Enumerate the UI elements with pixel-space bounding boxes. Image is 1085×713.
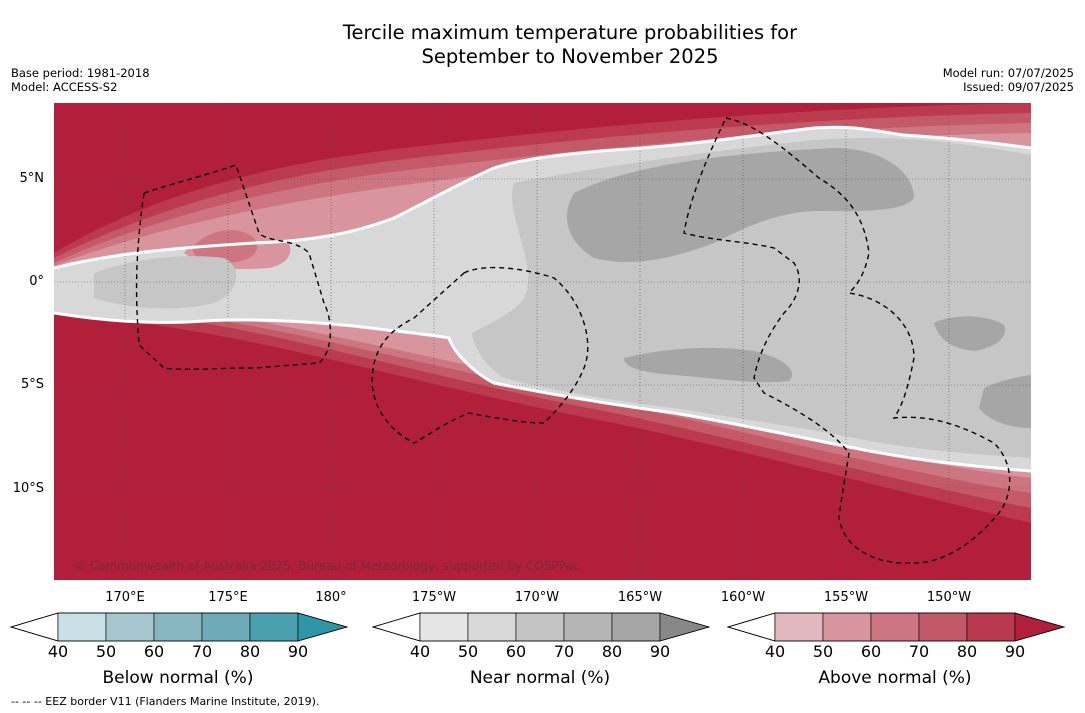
cb-near-tick-40: 40: [409, 642, 431, 661]
cb-near-tick-50: 50: [457, 642, 479, 661]
colorbar-below-max-arrow: [297, 612, 349, 642]
colorbar-below-swatch-2: [105, 612, 155, 642]
title-line-1: Tercile maximum temperature probabilitie…: [342, 21, 798, 44]
cb-above-tick-40: 40: [764, 642, 786, 661]
tercile-boundary-south: [54, 311, 1031, 473]
lon-label-150w: 150°W: [926, 590, 972, 605]
colorbar-above-swatch-2: [822, 612, 872, 642]
near-80-south: [624, 347, 793, 383]
colorbar-above-max-arrow: [1014, 612, 1066, 642]
cb-near-tick-60: 60: [505, 642, 527, 661]
colorbar-near-normal: [372, 612, 711, 642]
colorbar-near-swatch-3: [515, 612, 565, 642]
lon-label-155w: 155°W: [823, 590, 869, 605]
cb-below-tick-60: 60: [143, 642, 165, 661]
colorbar-below-normal: [10, 612, 349, 642]
cb-below-tick-40: 40: [47, 642, 69, 661]
colorbar-below-swatch-5: [249, 612, 299, 642]
cb-below-title: Below normal (%): [102, 668, 254, 688]
eez-tuvalu: [135, 164, 332, 371]
gridlines: [54, 103, 1031, 580]
lat-label-0: 0°: [29, 274, 44, 289]
colorbar-above-normal: [727, 612, 1066, 642]
colorbar-near-max-arrow: [659, 612, 711, 642]
colorbar-near-swatch-1: [419, 612, 469, 642]
lat-label-5s: 5°S: [20, 377, 44, 392]
near-80-core: [566, 148, 914, 263]
cb-near-tick-70: 70: [553, 642, 575, 661]
cb-above-tick-90: 90: [1004, 642, 1026, 661]
colorbar-near-swatch-4: [563, 612, 613, 642]
cb-above-tick-60: 60: [860, 642, 882, 661]
cb-above-tick-70: 70: [908, 642, 930, 661]
colorbar-above-swatch-1: [774, 612, 824, 642]
eez-kiribati: [683, 117, 1011, 564]
title-line-2: September to November 2025: [421, 45, 719, 68]
lon-label-160w: 160°W: [720, 590, 766, 605]
eez-borders: [135, 117, 1011, 564]
colorbar-below-swatch-1: [57, 612, 107, 642]
cb-near-tick-90: 90: [649, 642, 671, 661]
cb-below-tick-80: 80: [239, 642, 261, 661]
lat-label-10s: 10°S: [12, 481, 44, 496]
lon-label-170e: 170°E: [105, 590, 145, 605]
lon-label-170w: 170°W: [514, 590, 560, 605]
lon-label-175w: 175°W: [411, 590, 457, 605]
chart-title: Tercile maximum temperature probabilitie…: [270, 21, 870, 69]
cb-below-tick-50: 50: [95, 642, 117, 661]
lon-label-180: 180°: [315, 590, 347, 605]
copyright-notice: © Commonwealth of Australia 2025, Bureau…: [74, 559, 580, 573]
eez-tokelau: [371, 266, 589, 444]
cb-near-tick-80: 80: [601, 642, 623, 661]
cb-below-tick-70: 70: [191, 642, 213, 661]
colorbar-near-swatch-5: [611, 612, 661, 642]
near-80-se: [979, 375, 1031, 428]
lat-label-5n: 5°N: [19, 171, 45, 186]
colorbar-above-swatch-3: [870, 612, 920, 642]
lon-label-165w: 165°W: [617, 590, 663, 605]
colorbar-above-min-arrow: [727, 612, 776, 642]
cb-above-tick-80: 80: [956, 642, 978, 661]
probability-map: [54, 103, 1031, 580]
above-60-bulge: [192, 230, 258, 263]
cb-below-tick-90: 90: [287, 642, 309, 661]
base-period: Base period: 1981-2018: [11, 66, 150, 80]
eez-footnote: -- -- -- EEZ border V11 (Flanders Marine…: [11, 695, 320, 708]
cb-near-title: Near normal (%): [469, 668, 611, 688]
colorbar-below-swatch-4: [201, 612, 251, 642]
colorbar-below-swatch-3: [153, 612, 203, 642]
model-name: Model: ACCESS-S2: [11, 80, 118, 94]
issued-date: Issued: 09/07/2025: [963, 80, 1074, 94]
model-run: Model run: 07/07/2025: [942, 66, 1074, 80]
lon-label-175e: 175°E: [208, 590, 248, 605]
near-80-east: [934, 316, 1005, 351]
colorbar-near-min-arrow: [372, 612, 421, 642]
colorbar-below-min-arrow: [10, 612, 59, 642]
meta-right: Model run: 07/07/2025 Issued: 09/07/2025: [943, 66, 1074, 94]
cb-above-title: Above normal (%): [818, 668, 972, 688]
tercile-boundary-north: [54, 125, 1031, 270]
colorbar-near-swatch-2: [467, 612, 517, 642]
meta-left: Base period: 1981-2018 Model: ACCESS-S2: [11, 66, 150, 94]
colorbar-above-swatch-4: [918, 612, 968, 642]
colorbar-above-swatch-5: [966, 612, 1016, 642]
cb-above-tick-50: 50: [812, 642, 834, 661]
